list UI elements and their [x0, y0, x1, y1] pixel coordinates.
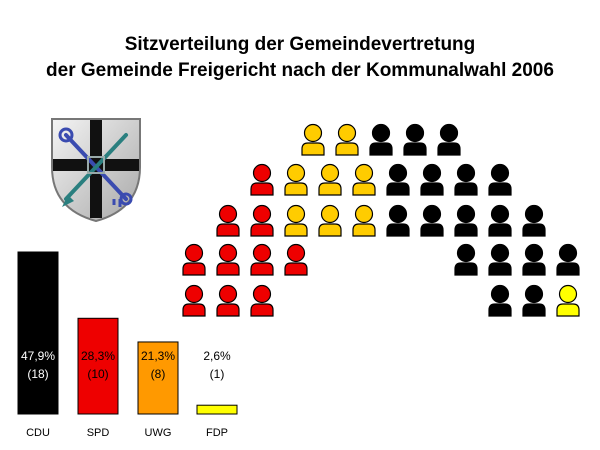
- seat-icon-cdu: [488, 163, 512, 196]
- value-label: 21,3%: [141, 349, 175, 363]
- seat-icon-uwg: [352, 163, 376, 196]
- seat-icon-uwg: [318, 204, 342, 237]
- seat-icon-spd: [250, 284, 274, 317]
- seat-icon-cdu: [437, 123, 461, 156]
- seat-icon-spd: [250, 163, 274, 196]
- seat-icon-cdu: [522, 243, 546, 276]
- seat-icon-spd: [250, 243, 274, 276]
- category-label: SPD: [87, 427, 110, 439]
- seat-icon-cdu: [420, 204, 444, 237]
- chart-title-line-2: der Gemeinde Freigericht nach der Kommun…: [46, 60, 554, 81]
- seat-icon-spd: [250, 204, 274, 237]
- seat-icon-spd: [284, 243, 308, 276]
- seat-icon-cdu: [488, 243, 512, 276]
- seat-icon-cdu: [403, 123, 427, 156]
- bar-spd: [77, 317, 119, 415]
- category-label: FDP: [206, 427, 228, 439]
- bar-uwg: [137, 341, 179, 415]
- seat-icon-uwg: [352, 204, 376, 237]
- seat-icon-uwg: [301, 123, 325, 156]
- category-label: CDU: [26, 427, 50, 439]
- seat-count-label: (8): [151, 367, 166, 381]
- seat-icon-cdu: [420, 163, 444, 196]
- seat-count-label: (18): [27, 367, 48, 381]
- value-label: 2,6%: [203, 349, 231, 363]
- seat-icon-spd: [216, 204, 240, 237]
- seat-count-label: (10): [87, 367, 108, 381]
- seat-icon-cdu: [488, 204, 512, 237]
- seat-icon-cdu: [522, 204, 546, 237]
- seat-icon-uwg: [284, 163, 308, 196]
- category-label: UWG: [145, 427, 172, 439]
- seat-icon-cdu: [369, 123, 393, 156]
- seat-count-label: (1): [210, 367, 225, 381]
- seat-icon-spd: [216, 243, 240, 276]
- seat-icon-uwg: [318, 163, 342, 196]
- seat-icon-cdu: [386, 163, 410, 196]
- seat-icon-cdu: [454, 163, 478, 196]
- seat-icon-cdu: [522, 284, 546, 317]
- seat-icon-spd: [182, 284, 206, 317]
- seat-icon-uwg: [284, 204, 308, 237]
- coat-of-arms-icon: [51, 118, 141, 223]
- seat-icon-cdu: [454, 204, 478, 237]
- bar-fdp: [196, 404, 238, 415]
- seat-icon-cdu: [454, 243, 478, 276]
- seat-icon-cdu: [556, 243, 580, 276]
- value-label: 28,3%: [81, 349, 115, 363]
- seat-icon-fdp: [556, 284, 580, 317]
- value-label: 47,9%: [21, 349, 55, 363]
- bar-cdu: [17, 251, 59, 415]
- seat-icon-cdu: [488, 284, 512, 317]
- chart-title-line-1: Sitzverteilung der Gemeindevertretung: [124, 34, 476, 55]
- seat-icon-cdu: [386, 204, 410, 237]
- seat-icon-spd: [182, 243, 206, 276]
- seat-icon-spd: [216, 284, 240, 317]
- seat-icon-uwg: [335, 123, 359, 156]
